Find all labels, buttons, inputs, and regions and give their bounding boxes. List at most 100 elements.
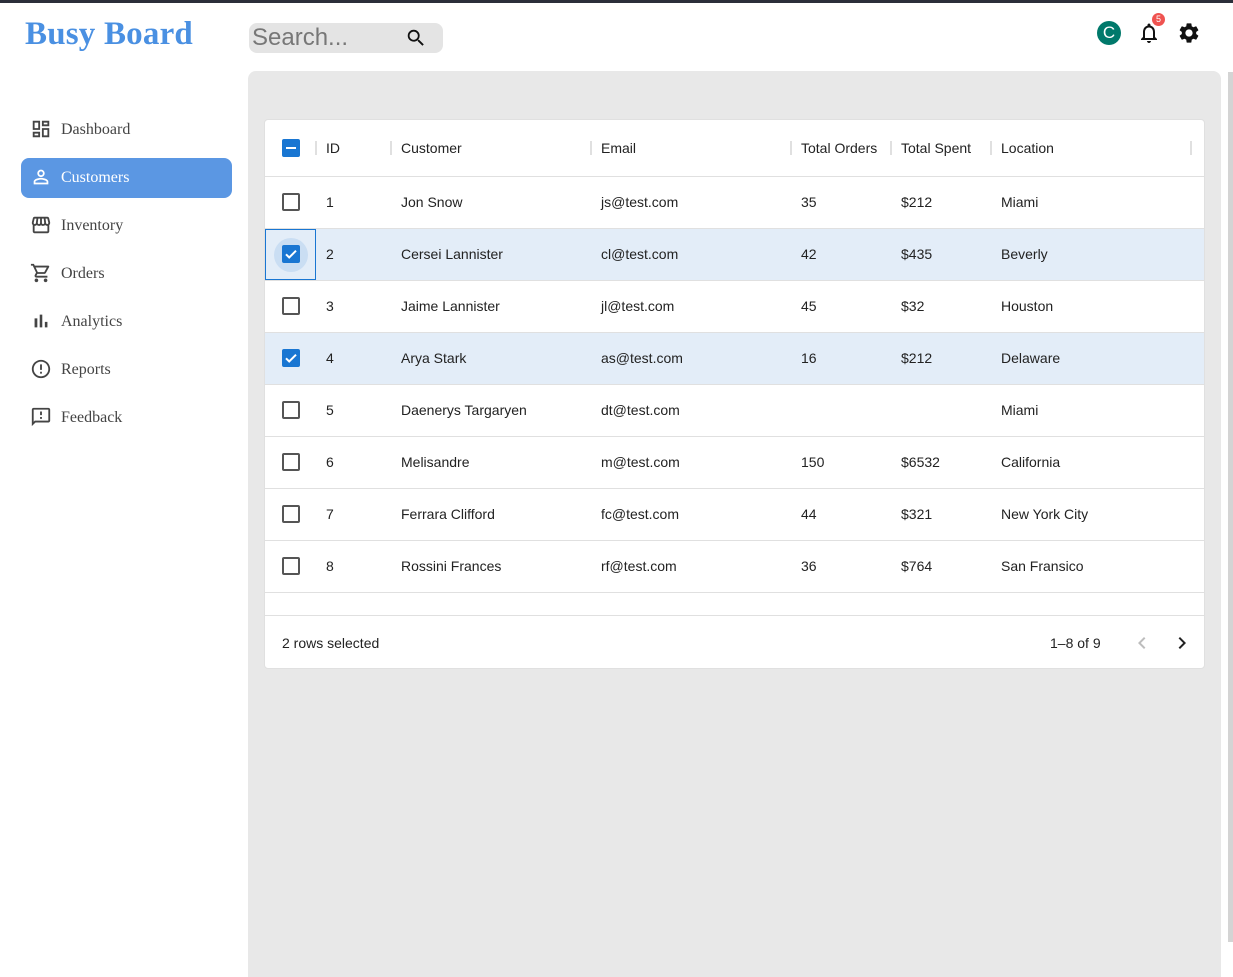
- column-separator[interactable]: [590, 141, 592, 155]
- column-separator[interactable]: [315, 141, 317, 155]
- cell-customer: Jon Snow: [401, 194, 463, 210]
- page-scrollbar[interactable]: [1228, 72, 1233, 942]
- column-header-total-spent[interactable]: Total Spent: [901, 140, 972, 156]
- cell-email: cl@test.com: [601, 246, 679, 262]
- column-separator[interactable]: [890, 141, 892, 155]
- sidebar-item-label: Dashboard: [61, 121, 131, 138]
- check-icon: [285, 249, 297, 259]
- cell-location: Houston: [1001, 298, 1054, 314]
- notifications-bell-icon[interactable]: [1137, 21, 1161, 45]
- column-separator[interactable]: [1190, 141, 1192, 155]
- table-row[interactable]: 7 Ferrara Clifford fc@test.com 44 $321 New Yo…: [265, 489, 1204, 541]
- cell-id: 3: [326, 298, 334, 314]
- sidebar-item-label: Customers: [61, 169, 130, 186]
- person-icon: [33, 169, 49, 185]
- table-row[interactable]: 8 Rossini Frances rf@test.com 36 $764 San Fra…: [265, 541, 1204, 593]
- store-icon: [31, 216, 51, 234]
- row-checkbox[interactable]: [282, 401, 300, 419]
- row-checkbox[interactable]: [282, 453, 300, 471]
- column-header-id[interactable]: ID: [326, 140, 340, 156]
- table-row[interactable]: 1 Jon Snow js@test.com 35 $212 Miami: [265, 177, 1204, 229]
- cell-customer: Melisandre: [401, 454, 470, 470]
- cell-location: San Fransico: [1001, 558, 1084, 574]
- cell-customer: Rossini Frances: [401, 558, 502, 574]
- cell-email: js@test.com: [601, 194, 679, 210]
- sidebar-item-reports[interactable]: Reports: [21, 350, 232, 390]
- cell-email: as@test.com: [601, 350, 683, 366]
- column-separator[interactable]: [390, 141, 392, 155]
- cell-email: dt@test.com: [601, 402, 680, 418]
- feedback-icon: [31, 407, 51, 427]
- cell-location: Delaware: [1001, 350, 1061, 366]
- table-row[interactable]: 6 Melisandre m@test.com 150 $6532 California: [265, 437, 1204, 489]
- settings-gear-icon[interactable]: [1177, 21, 1201, 45]
- row-checkbox[interactable]: [282, 505, 300, 523]
- selected-rows-count: 2 rows selected: [282, 635, 380, 651]
- cell-customer: Cersei Lannister: [401, 246, 503, 262]
- column-header-customer[interactable]: Customer: [401, 140, 462, 156]
- cell-id: 8: [326, 558, 334, 574]
- table-row[interactable]: 4 Arya Stark as@test.com 16 $212 Delaware: [265, 333, 1204, 385]
- sidebar-item-customers[interactable]: Customers: [21, 158, 232, 198]
- cell-id: 6: [326, 454, 334, 470]
- check-icon: [285, 353, 297, 363]
- row-checkbox[interactable]: [282, 349, 300, 367]
- column-header-total-orders[interactable]: Total Orders: [801, 140, 878, 156]
- cell-orders: 36: [801, 558, 817, 574]
- row-checkbox[interactable]: [282, 297, 300, 315]
- table-row[interactable]: 5 Daenerys Targaryen dt@test.com Miami: [265, 385, 1204, 437]
- sidebar-item-label: Analytics: [61, 313, 123, 330]
- top-border: [0, 0, 1233, 3]
- cell-location: Beverly: [1001, 246, 1048, 262]
- column-separator[interactable]: [790, 141, 792, 155]
- cell-spent: $6532: [901, 454, 940, 470]
- cell-spent: $321: [901, 506, 933, 522]
- row-checkbox[interactable]: [282, 557, 300, 575]
- search-icon[interactable]: [405, 27, 427, 49]
- cart-icon: [30, 263, 50, 283]
- bar-chart-icon: [34, 314, 48, 328]
- cell-spent: $764: [901, 558, 933, 574]
- cell-customer: Daenerys Targaryen: [401, 402, 527, 418]
- cell-location: New York City: [1001, 506, 1089, 522]
- sidebar-item-label: Feedback: [61, 409, 123, 426]
- table-row[interactable]: 2 Cersei Lannister cl@test.com 42 $435 Beverl…: [265, 229, 1204, 281]
- cell-spent: $212: [901, 194, 933, 210]
- avatar[interactable]: C: [1097, 21, 1121, 45]
- sidebar-item-label: Inventory: [61, 217, 124, 234]
- cell-customer: Jaime Lannister: [401, 298, 500, 314]
- next-page-icon[interactable]: [1170, 631, 1194, 655]
- brand-logo[interactable]: Busy Board: [25, 16, 193, 52]
- cell-orders: 35: [801, 194, 817, 210]
- sidebar-item-orders[interactable]: Orders: [21, 254, 232, 294]
- alert-circle-icon: [31, 359, 51, 379]
- indeterminate-icon: [286, 147, 296, 149]
- table-footer: 2 rows selected 1–8 of 9: [265, 615, 1204, 668]
- cell-orders: 16: [801, 350, 817, 366]
- cell-email: m@test.com: [601, 454, 680, 470]
- row-checkbox[interactable]: [282, 245, 300, 263]
- search-input[interactable]: [252, 25, 402, 51]
- previous-page-icon[interactable]: [1130, 631, 1154, 655]
- sidebar-item-analytics[interactable]: Analytics: [21, 302, 232, 342]
- row-checkbox[interactable]: [282, 193, 300, 211]
- table-row[interactable]: 3 Jaime Lannister jl@test.com 45 $32 Houston: [265, 281, 1204, 333]
- sidebar-item-dashboard[interactable]: Dashboard: [21, 110, 232, 150]
- cell-location: Miami: [1001, 402, 1039, 418]
- sidebar-item-feedback[interactable]: Feedback: [21, 398, 232, 438]
- search-box: [249, 23, 443, 53]
- column-separator[interactable]: [990, 141, 992, 155]
- cell-orders: 45: [801, 298, 817, 314]
- cell-orders: 44: [801, 506, 817, 522]
- focus-outline: [265, 229, 316, 280]
- table-header-row: ID Customer Email Total Orders Total Spe…: [265, 120, 1204, 177]
- sidebar-item-inventory[interactable]: Inventory: [21, 206, 232, 246]
- cell-location: California: [1001, 454, 1061, 470]
- cell-location: Miami: [1001, 194, 1039, 210]
- column-header-email[interactable]: Email: [601, 140, 637, 156]
- select-all-checkbox[interactable]: [282, 139, 300, 157]
- cell-email: fc@test.com: [601, 506, 680, 522]
- column-header-location[interactable]: Location: [1001, 140, 1054, 156]
- cell-email: jl@test.com: [601, 298, 675, 314]
- cell-id: 7: [326, 506, 334, 522]
